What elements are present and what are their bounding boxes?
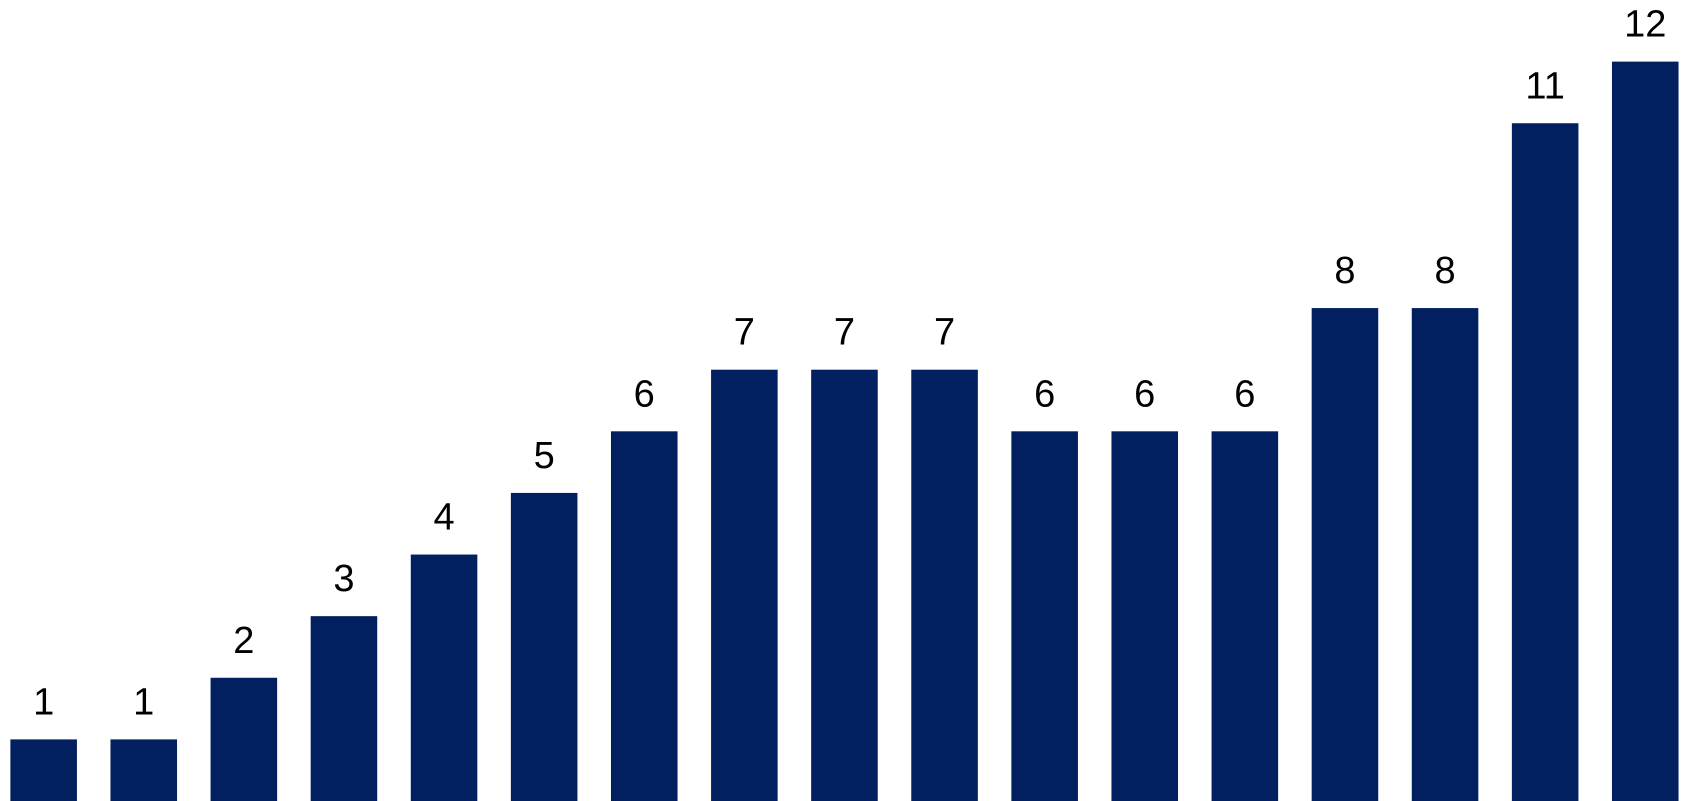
bar bbox=[10, 739, 77, 801]
data-label: 4 bbox=[433, 497, 454, 539]
bar bbox=[1211, 431, 1279, 801]
bar bbox=[1611, 61, 1679, 801]
data-label: 7 bbox=[834, 312, 855, 354]
bar bbox=[1311, 308, 1379, 801]
data-label: 8 bbox=[1334, 250, 1355, 292]
bar bbox=[1411, 308, 1479, 801]
data-label: 8 bbox=[1434, 250, 1455, 292]
bar bbox=[711, 369, 778, 801]
bar bbox=[1011, 431, 1078, 801]
data-label: 12 bbox=[1624, 4, 1666, 46]
data-label: 6 bbox=[634, 373, 655, 415]
bar bbox=[310, 616, 378, 801]
bar bbox=[410, 554, 478, 801]
bar bbox=[1511, 123, 1579, 801]
data-label: 6 bbox=[1234, 373, 1255, 415]
data-label: 7 bbox=[934, 312, 955, 354]
data-label: 6 bbox=[1134, 373, 1155, 415]
data-label: 5 bbox=[534, 435, 555, 477]
data-label: 3 bbox=[333, 558, 354, 600]
data-label: 6 bbox=[1034, 373, 1055, 415]
data-label: 1 bbox=[133, 681, 154, 723]
bar bbox=[1111, 431, 1179, 801]
bar bbox=[911, 369, 978, 801]
bar bbox=[610, 431, 678, 801]
data-label: 7 bbox=[734, 312, 755, 354]
bar bbox=[510, 492, 578, 801]
bar bbox=[210, 677, 278, 801]
data-label: 1 bbox=[33, 681, 54, 723]
data-label: 2 bbox=[233, 620, 254, 662]
bar bbox=[110, 739, 178, 801]
data-label: 11 bbox=[1525, 65, 1564, 107]
bar bbox=[811, 369, 878, 801]
